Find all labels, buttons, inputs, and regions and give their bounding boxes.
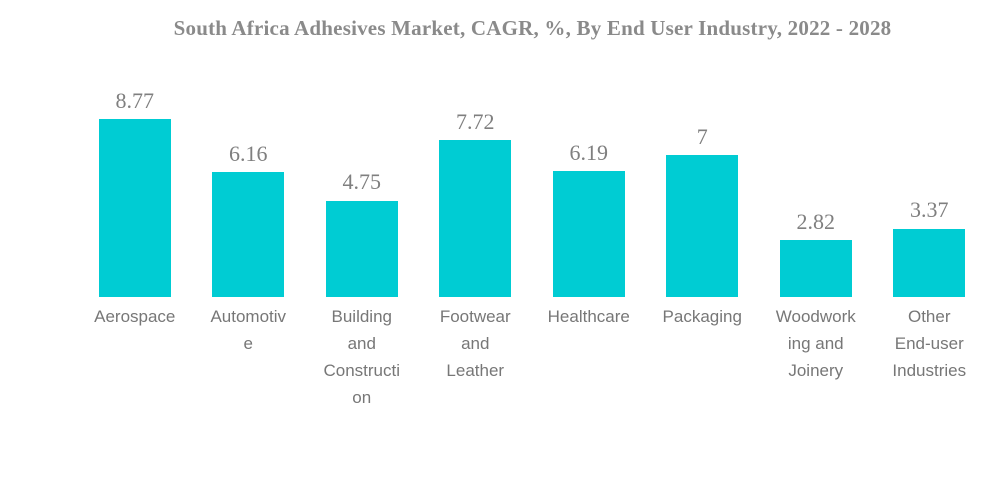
bar-column: 3.37 [873, 198, 987, 297]
bar [552, 171, 625, 297]
bar-value-label: 7.72 [456, 109, 495, 135]
bar-column: 7.72 [419, 109, 533, 297]
bar-column: 6.19 [532, 140, 646, 297]
bar-value-label: 6.16 [229, 140, 268, 166]
bar-column: 2.82 [759, 208, 873, 297]
category-label: Other End-user Industries [892, 307, 967, 380]
category-axis: Aerospace Automotiv e Building and Constructi… [78, 303, 986, 411]
bar-value-label: 4.75 [342, 169, 382, 195]
bar-column: 6.16 [192, 140, 306, 297]
bar-value-label: 2.82 [796, 208, 836, 234]
bar-value-label: 3.37 [910, 197, 949, 223]
bar [666, 154, 739, 297]
bar [779, 239, 852, 297]
bar-column: 7 [646, 123, 760, 297]
category-label: Building and Constructi on [323, 307, 401, 407]
bar-column: 8.77 [78, 87, 192, 297]
bar-column: 4.75 [305, 170, 419, 297]
category-label: Aerospace [94, 307, 176, 326]
bar [893, 228, 966, 297]
category-label: Woodwork ing and Joinery [775, 307, 856, 380]
bar [439, 140, 512, 297]
bar [98, 119, 171, 297]
category-label: Healthcare [547, 307, 630, 326]
bar-value-label: 8.77 [115, 87, 155, 113]
bar [325, 200, 398, 297]
category-label: Footwear and Leather [439, 307, 511, 380]
bars-row: 8.77 6.16 4.75 7.72 6.19 7 2.82 3.37 [78, 0, 986, 297]
category-label: Automotiv e [210, 307, 287, 353]
chart-title: South Africa Adhesives Market, CAGR, %, … [173, 16, 892, 40]
bar-value-label: 7 [696, 123, 708, 149]
bar-value-label: 6.19 [569, 140, 609, 166]
bar [212, 172, 285, 297]
category-label: Packaging [662, 307, 742, 326]
